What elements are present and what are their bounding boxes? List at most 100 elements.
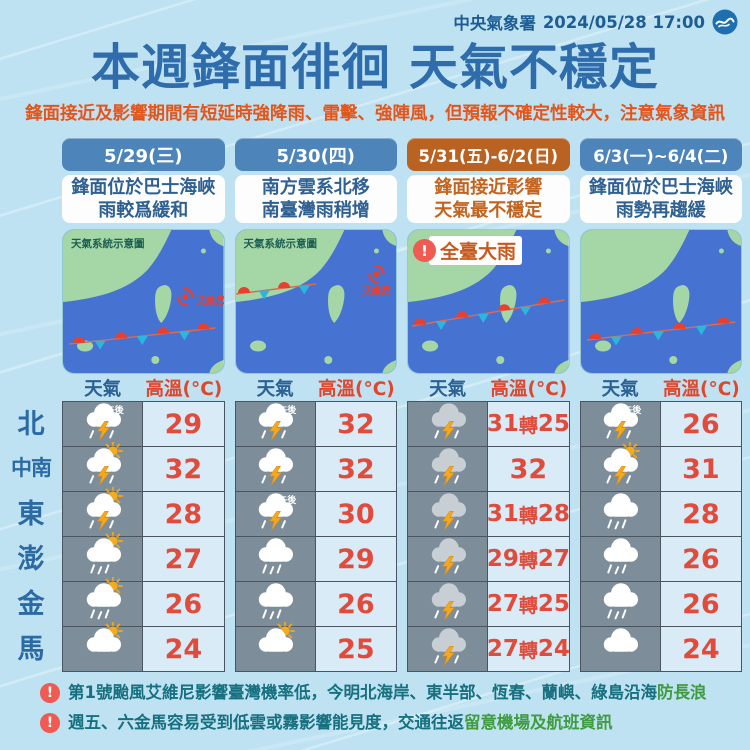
weather-icon-cell	[234, 537, 316, 581]
high-temp-cell: 30	[315, 492, 397, 536]
note-emphasis: 留意機場及航班資訊	[464, 713, 613, 733]
weather-icon-cell	[407, 582, 489, 626]
weather-icon-cell	[234, 582, 316, 626]
weather-map: 艾維尼 天氣系統示意圖	[234, 229, 397, 374]
high-temp-cell: 25	[315, 627, 397, 671]
date-pill: 5/30(四)	[234, 138, 397, 171]
note-visibility: ! 週五、六金馬容易受到低雲或霧影響能見度，交通往返留意機場及航班資訊	[40, 712, 740, 734]
high-temp-column-header: 高溫(°C)	[318, 378, 395, 400]
day-panel: 5/29(三) 鋒面位於巴士海峽 雨較爲緩和 艾維尼 天氣系統示意圖 天氣 高溫(°C) 午後…	[62, 138, 225, 672]
high-temp-cell: 26	[660, 582, 742, 626]
day-panel: 5/30(四) 南方雲系北移 南臺灣雨稍增 艾維尼 天氣系統示意圖 天氣 高溫(°C) 午後 3…	[234, 138, 397, 672]
weather-icon-cell: 午後	[234, 402, 316, 446]
high-temp-cell: 32	[315, 402, 397, 446]
desc-line-1: 鋒面位於巴士海峽	[71, 176, 216, 198]
rain-icon	[252, 532, 298, 581]
high-temp-cell: 26	[315, 582, 397, 626]
day-panel: 5/31(五)-6/2(日) 鋒面接近影響 天氣最不穩定! 全臺大雨 天氣 高溫(°C) 3…	[407, 138, 570, 672]
high-temp-column-header: 高溫(°C)	[145, 378, 223, 400]
alert-icon: !	[40, 713, 60, 734]
thunderstorm-gray-icon	[425, 532, 471, 581]
sun-thunderstorm-icon	[80, 441, 126, 491]
desc-line-1: 鋒面接近影響	[434, 176, 543, 198]
weather-icon-cell	[62, 531, 144, 581]
forecast-column-headers: 天氣 高溫(°C)	[62, 374, 225, 401]
table-row: 29 轉 27	[407, 537, 570, 582]
subtitle: 鋒面接近及影響期間有短延時強降雨、雷擊、強陣風，但預報不確定性較大，注意氣象資訊	[25, 104, 725, 124]
svg-text:艾維尼: 艾維尼	[196, 295, 223, 307]
high-temp-cell: 31 轉 25	[487, 402, 570, 446]
weather-icon-cell	[407, 537, 489, 581]
date-pill: 5/31(五)-6/2(日)	[407, 138, 570, 171]
desc-line-2: 雨較爲緩和	[98, 200, 189, 221]
map-warning-text: 全臺大雨	[429, 236, 523, 265]
weather-icon-cell	[407, 627, 489, 671]
table-row: 31 轉 25	[407, 402, 570, 447]
weather-icon-cell	[407, 447, 489, 491]
table-row: 26	[62, 576, 225, 627]
table-row: 26	[579, 582, 742, 627]
table-row: 24	[579, 627, 742, 672]
thunderstorm-gray-icon	[425, 442, 471, 491]
sun-rain-icon	[80, 576, 126, 626]
note-emphasis: 防長浪	[656, 683, 707, 702]
footnotes: ! 第1號颱風艾維尼影響臺灣機率低，今明北海岸、東半部、恆春、蘭嶼、綠島沿海防長…	[40, 682, 740, 743]
sun-thunderstorm-icon	[597, 441, 643, 491]
table-row: 午後 26	[579, 402, 742, 447]
weather-column-header: 天氣	[256, 378, 294, 400]
region-label: 中南	[11, 455, 52, 480]
sun-cloud-icon	[80, 621, 126, 671]
forecast-table-column: 午後 32 32 午後 30 29 26 25	[234, 401, 397, 672]
table-row: 27 轉 24	[407, 627, 570, 672]
thunderstorm-gray-icon	[425, 487, 471, 536]
rain-icon	[252, 577, 298, 626]
table-row: 32	[234, 447, 397, 492]
thunderstorm-icon	[597, 397, 643, 446]
day-description: 鋒面位於巴士海峽 雨勢再趨緩	[579, 175, 742, 223]
cwa-logo-icon	[712, 9, 738, 35]
table-row: 28	[579, 492, 742, 537]
forecast-table-column: 31 轉 25 32 31 轉 28 29 轉 27 27 轉 25 27 轉 24	[407, 401, 570, 672]
day-description: 南方雲系北移 南臺灣雨稍增	[234, 175, 397, 223]
high-temp-cell: 27 轉 24	[487, 627, 570, 671]
table-row: 午後 32	[234, 402, 397, 447]
high-temp-cell: 27 轉 25	[487, 582, 570, 626]
weather-icon-cell: 午後	[62, 402, 144, 446]
weather-icon-cell	[234, 447, 316, 491]
high-temp-cell: 31 轉 28	[487, 492, 570, 536]
table-row: 32	[62, 441, 225, 492]
table-row: 26	[234, 582, 397, 627]
high-temp-cell: 32	[488, 447, 570, 491]
rain-icon	[597, 577, 643, 626]
thunderstorm-icon	[80, 397, 126, 446]
table-row: 24	[62, 621, 225, 672]
thunderstorm-gray-icon	[425, 577, 471, 626]
desc-line-1: 南方雲系北移	[261, 176, 370, 198]
day-description: 鋒面位於巴士海峽 雨較爲緩和	[62, 175, 225, 223]
date-pill: 6/3(一)~6/4(二)	[579, 138, 742, 171]
svg-text:艾維尼: 艾維尼	[362, 285, 391, 297]
high-temp-cell: 29	[315, 537, 397, 581]
high-temp-cell: 29	[143, 402, 225, 446]
thunderstorm-icon	[252, 397, 298, 446]
table-row: 31	[579, 441, 742, 492]
page-title: 本週鋒面徘徊 天氣不穩定	[90, 39, 660, 96]
weather-column-header: 天氣	[429, 378, 467, 400]
desc-line-2: 天氣最不穩定	[434, 200, 543, 221]
table-row: 26	[579, 537, 742, 582]
high-temp-cell: 31	[660, 447, 742, 491]
cloudy-icon	[597, 622, 643, 671]
table-row: 27	[62, 531, 225, 582]
weather-icon-cell	[62, 576, 144, 626]
high-temp-cell: 32	[315, 447, 397, 491]
weather-icon-cell: 午後	[234, 492, 316, 536]
high-temp-column-header: 高溫(°C)	[490, 378, 568, 400]
afternoon-badge: 午後	[278, 496, 297, 506]
note-typhoon: ! 第1號颱風艾維尼影響臺灣機率低，今明北海岸、東半部、恆春、蘭嶼、綠島沿海防長…	[40, 682, 740, 704]
weather-map	[579, 229, 742, 374]
table-row: 25	[234, 621, 397, 672]
day-panels: 5/29(三) 鋒面位於巴士海峽 雨較爲緩和 艾維尼 天氣系統示意圖 天氣 高溫(°C) 午後…	[62, 138, 742, 672]
weather-icon-cell	[407, 492, 489, 536]
forecast-table-column: 午後 29 32 28 27 26 24	[62, 401, 225, 672]
high-temp-cell: 26	[660, 402, 742, 446]
